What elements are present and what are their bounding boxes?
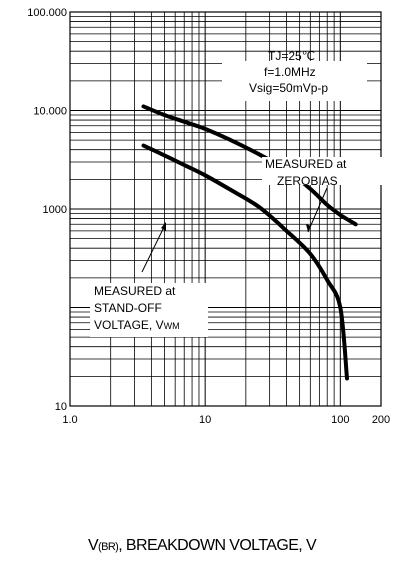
x-tick-label: 10: [199, 414, 211, 426]
condition-signal: Vsig=50mVp-p: [249, 81, 328, 95]
y-tick-label: 10: [55, 401, 67, 413]
standoff-label-voltage: VOLTAGE, V: [94, 318, 164, 332]
x-axis-label-rest: , BREAKDOWN VOLTAGE, V: [118, 537, 317, 554]
y-tick-label: 100.000: [27, 7, 67, 19]
conditions-box: [222, 61, 367, 101]
zero-bias-curve: [141, 104, 358, 227]
y-tick-label: 10.000: [33, 106, 67, 118]
y-tick-label: 1000: [43, 204, 67, 216]
zero-bias-label-line2: ZEROBIAS: [277, 174, 338, 188]
standoff-label-subscript: WM: [164, 321, 180, 331]
zero-bias-label-box: [262, 157, 386, 185]
x-axis-label-prefix: V: [87, 537, 99, 554]
zero-bias-label-line1: MEASURED at: [265, 157, 347, 171]
x-tick-label: 1.0: [62, 414, 77, 426]
x-tick-label: 200: [372, 414, 390, 426]
condition-frequency: f=1.0MHz: [264, 65, 316, 79]
x-tick-label: 100: [331, 414, 349, 426]
plot-frame: [69, 11, 382, 407]
standoff-arrow: [141, 224, 166, 273]
standoff-label-line1: MEASURED at: [94, 284, 176, 298]
zero-bias-arrowhead: [306, 224, 311, 232]
zero-bias-arrow: [307, 187, 328, 233]
standoff-voltage-curve: [141, 143, 349, 381]
standoff-arrowhead: [161, 222, 166, 231]
standoff-label-line2: STAND-OFF: [94, 301, 162, 315]
standoff-label-box: [90, 283, 208, 337]
x-axis-label: V(BR), BREAKDOWN VOLTAGE, V: [0, 537, 404, 555]
condition-temperature: TJ=25℃: [268, 49, 315, 63]
x-axis-label-subscript: (BR): [98, 541, 119, 553]
standoff-label-line3: VOLTAGE, VWM: [94, 318, 180, 332]
